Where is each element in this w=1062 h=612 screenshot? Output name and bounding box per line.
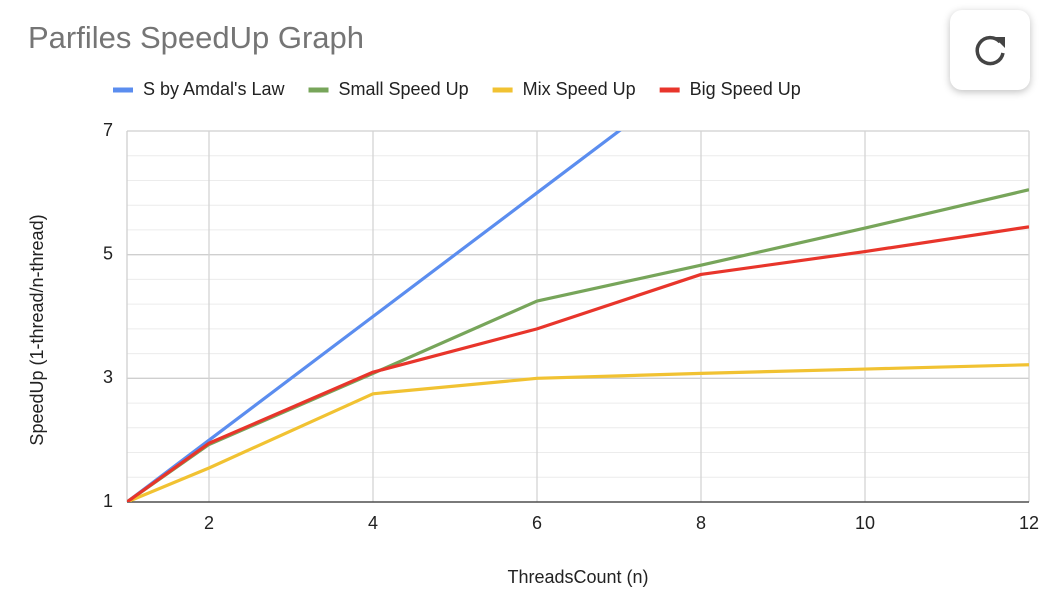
legend-label: Mix Speed Up: [523, 79, 636, 99]
x-axis-title: ThreadsCount (n): [507, 567, 648, 587]
series-line: [127, 225, 1029, 502]
y-tick-label: 1: [103, 491, 113, 511]
series-line: [127, 131, 622, 502]
refresh-arc: [975, 35, 1005, 66]
y-tick-label: 3: [103, 367, 113, 387]
x-tick-label: 8: [696, 513, 706, 533]
legend-label: S by Amdal's Law: [143, 79, 286, 99]
legend-label: Big Speed Up: [690, 79, 801, 99]
chart-title: Parfiles SpeedUp Graph: [28, 20, 364, 55]
series-line: [127, 188, 1029, 502]
y-axis-title: SpeedUp (1-thread/n-thread): [27, 214, 47, 445]
x-tick-label: 10: [855, 513, 875, 533]
x-tick-label: 6: [532, 513, 542, 533]
x-tick-label: 12: [1019, 513, 1039, 533]
x-tick-label: 4: [368, 513, 378, 533]
y-tick-label: 5: [103, 243, 113, 263]
refresh-icon: [975, 35, 1005, 66]
y-tick-label: 7: [103, 120, 113, 140]
refresh-button[interactable]: [950, 10, 1030, 90]
x-tick-label: 2: [204, 513, 214, 533]
legend-label: Small Speed Up: [339, 79, 469, 99]
series-line: [127, 363, 1029, 502]
refresh-arrow: [994, 37, 1005, 48]
